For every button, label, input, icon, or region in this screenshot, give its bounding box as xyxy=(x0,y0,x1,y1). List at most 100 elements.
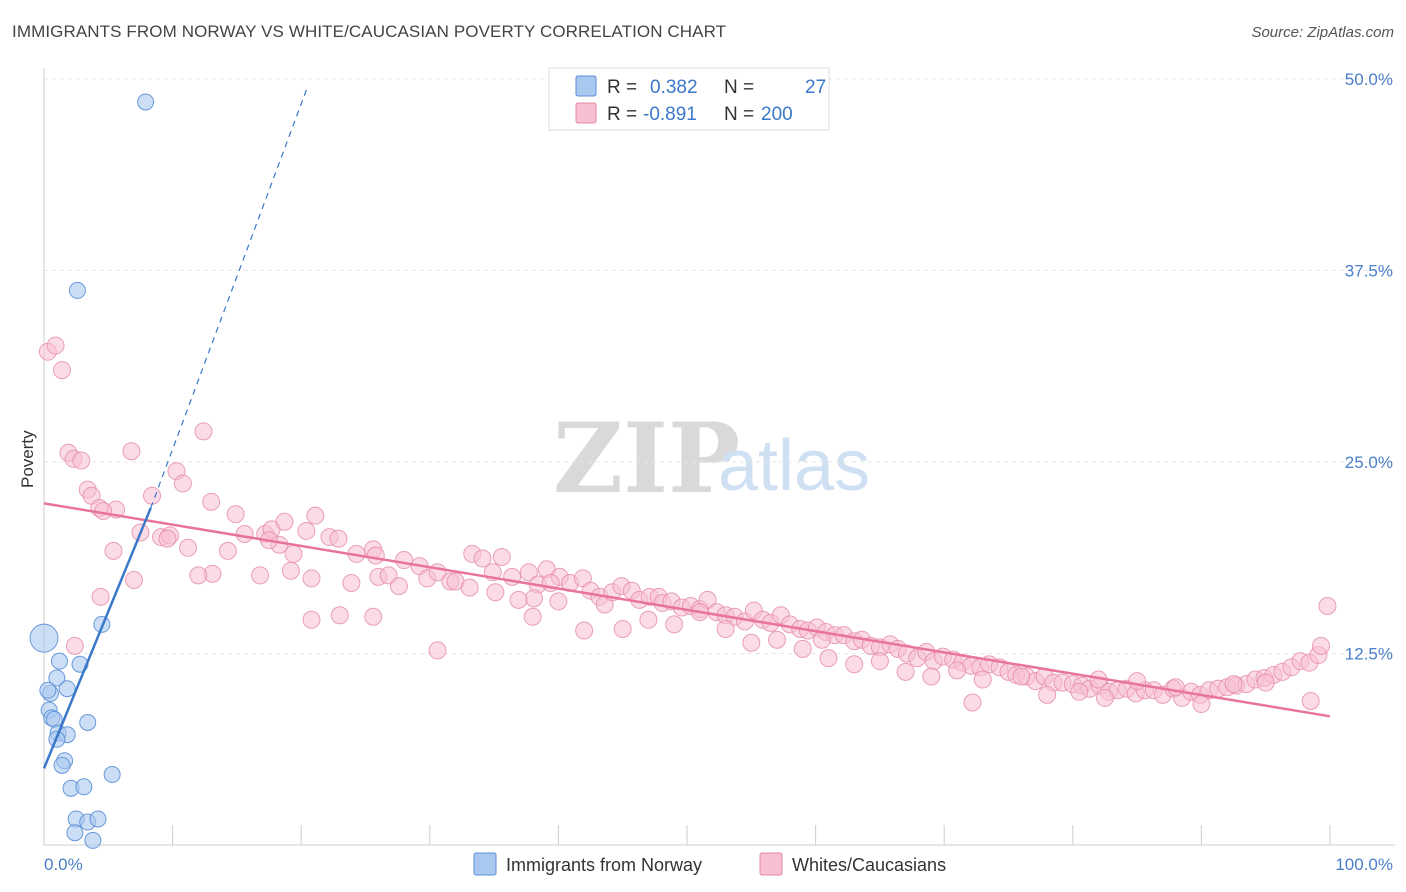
point-whites-caucasians xyxy=(1095,688,1114,707)
point-immigrants-norway xyxy=(48,669,66,687)
point-whites-caucasians xyxy=(143,486,162,505)
trend-lines xyxy=(42,86,1331,769)
point-immigrants-norway xyxy=(79,713,97,731)
y-axis-label: Poverty xyxy=(18,430,37,488)
point-immigrants-norway xyxy=(58,680,76,698)
source-label: Source: ZipAtlas.com xyxy=(1251,24,1394,41)
point-whites-caucasians xyxy=(189,566,208,585)
point-immigrants-norway xyxy=(29,623,59,653)
point-whites-caucasians xyxy=(1192,695,1211,714)
legend-r-value-1: 0.382 xyxy=(650,77,698,98)
point-whites-caucasians xyxy=(460,578,479,597)
point-whites-caucasians xyxy=(125,570,144,589)
point-immigrants-norway xyxy=(84,831,102,849)
point-whites-caucasians xyxy=(1070,682,1089,701)
point-whites-caucasians xyxy=(235,525,254,544)
point-whites-caucasians xyxy=(948,661,967,680)
point-whites-caucasians xyxy=(173,474,192,493)
point-whites-caucasians xyxy=(122,442,141,461)
point-immigrants-norway xyxy=(89,810,107,828)
point-whites-caucasians xyxy=(768,630,787,649)
series-whites-caucasians xyxy=(38,336,1337,714)
point-whites-caucasians xyxy=(870,652,889,671)
stats-legend: R = 0.382 N = 27 R = -0.891 N = 200 xyxy=(548,67,830,131)
point-whites-caucasians xyxy=(297,521,316,540)
series-legend: Immigrants from Norway Whites/Caucasians xyxy=(473,852,946,876)
point-whites-caucasians xyxy=(742,633,761,652)
legend-swatch-whites xyxy=(575,102,597,124)
point-whites-caucasians xyxy=(158,529,177,548)
trend-line-whites xyxy=(43,502,1331,718)
point-immigrants-norway xyxy=(103,766,121,784)
y-tick-label: 50.0% xyxy=(1345,70,1393,89)
point-whites-caucasians xyxy=(524,589,543,608)
point-whites-caucasians xyxy=(389,577,408,596)
point-immigrants-norway xyxy=(68,281,86,299)
point-whites-caucasians xyxy=(473,549,492,568)
chart-title: IMMIGRANTS FROM NORWAY VS WHITE/CAUCASIA… xyxy=(12,22,727,41)
point-whites-caucasians xyxy=(613,619,632,638)
point-whites-caucasians xyxy=(302,610,321,629)
series-immigrants-norway xyxy=(29,93,155,849)
point-whites-caucasians xyxy=(330,606,349,625)
point-whites-caucasians xyxy=(46,336,65,355)
point-whites-caucasians xyxy=(519,563,538,582)
point-whites-caucasians xyxy=(845,655,864,674)
point-whites-caucasians xyxy=(1128,672,1147,691)
point-whites-caucasians xyxy=(1256,673,1275,692)
legend-r-value-2: -0.891 xyxy=(643,104,697,125)
point-whites-caucasians xyxy=(395,551,414,570)
legend-n-label-1: N = xyxy=(724,77,754,98)
point-immigrants-norway xyxy=(50,652,68,670)
point-whites-caucasians xyxy=(492,547,511,566)
watermark: ZIP atlas xyxy=(553,402,870,515)
point-whites-caucasians xyxy=(1012,667,1031,686)
point-whites-caucasians xyxy=(281,561,300,580)
x-tick-label-max: 100.0% xyxy=(1335,855,1393,874)
point-whites-caucasians xyxy=(1318,597,1337,616)
point-immigrants-norway xyxy=(137,93,155,111)
grid xyxy=(44,78,1395,654)
point-whites-caucasians xyxy=(509,590,528,609)
point-whites-caucasians xyxy=(342,574,361,593)
point-whites-caucasians xyxy=(963,693,982,712)
bottom-legend-swatch-whites xyxy=(759,852,783,876)
watermark-zip: ZIP xyxy=(553,402,740,515)
point-whites-caucasians xyxy=(922,667,941,686)
point-whites-caucasians xyxy=(639,610,658,629)
point-whites-caucasians xyxy=(179,538,198,557)
point-whites-caucasians xyxy=(896,662,915,681)
point-immigrants-norway xyxy=(66,824,84,842)
point-whites-caucasians xyxy=(523,607,542,626)
point-immigrants-norway xyxy=(75,778,93,796)
tick-labels: 12.5% 25.0% 37.5% 50.0% 0.0% 100.0% xyxy=(44,70,1393,874)
point-whites-caucasians xyxy=(91,587,110,606)
point-whites-caucasians xyxy=(202,492,221,511)
bottom-legend-norway: Immigrants from Norway xyxy=(506,855,702,875)
point-whites-caucasians xyxy=(1224,675,1243,694)
y-tick-label: 37.5% xyxy=(1345,262,1393,281)
y-tick-label: 25.0% xyxy=(1345,453,1393,472)
point-whites-caucasians xyxy=(226,505,245,524)
point-whites-caucasians xyxy=(665,615,684,634)
point-whites-caucasians xyxy=(275,512,294,531)
point-whites-caucasians xyxy=(366,546,385,565)
point-whites-caucasians xyxy=(194,422,213,441)
point-whites-caucasians xyxy=(428,641,447,660)
trend-line-norway xyxy=(42,507,152,769)
point-whites-caucasians xyxy=(716,619,735,638)
point-whites-caucasians xyxy=(218,541,237,560)
legend-r-label-1: R = xyxy=(607,77,637,98)
trend-line-norway-extension xyxy=(150,86,309,509)
point-whites-caucasians xyxy=(329,529,348,548)
legend-n-label-2: N = xyxy=(724,104,754,125)
point-whites-caucasians xyxy=(1301,691,1320,710)
point-whites-caucasians xyxy=(1311,636,1330,655)
point-whites-caucasians xyxy=(364,607,383,626)
y-tick-label: 12.5% xyxy=(1345,645,1393,664)
point-whites-caucasians xyxy=(819,649,838,668)
point-whites-caucasians xyxy=(306,506,325,525)
point-immigrants-norway xyxy=(39,681,57,699)
point-whites-caucasians xyxy=(53,361,72,380)
